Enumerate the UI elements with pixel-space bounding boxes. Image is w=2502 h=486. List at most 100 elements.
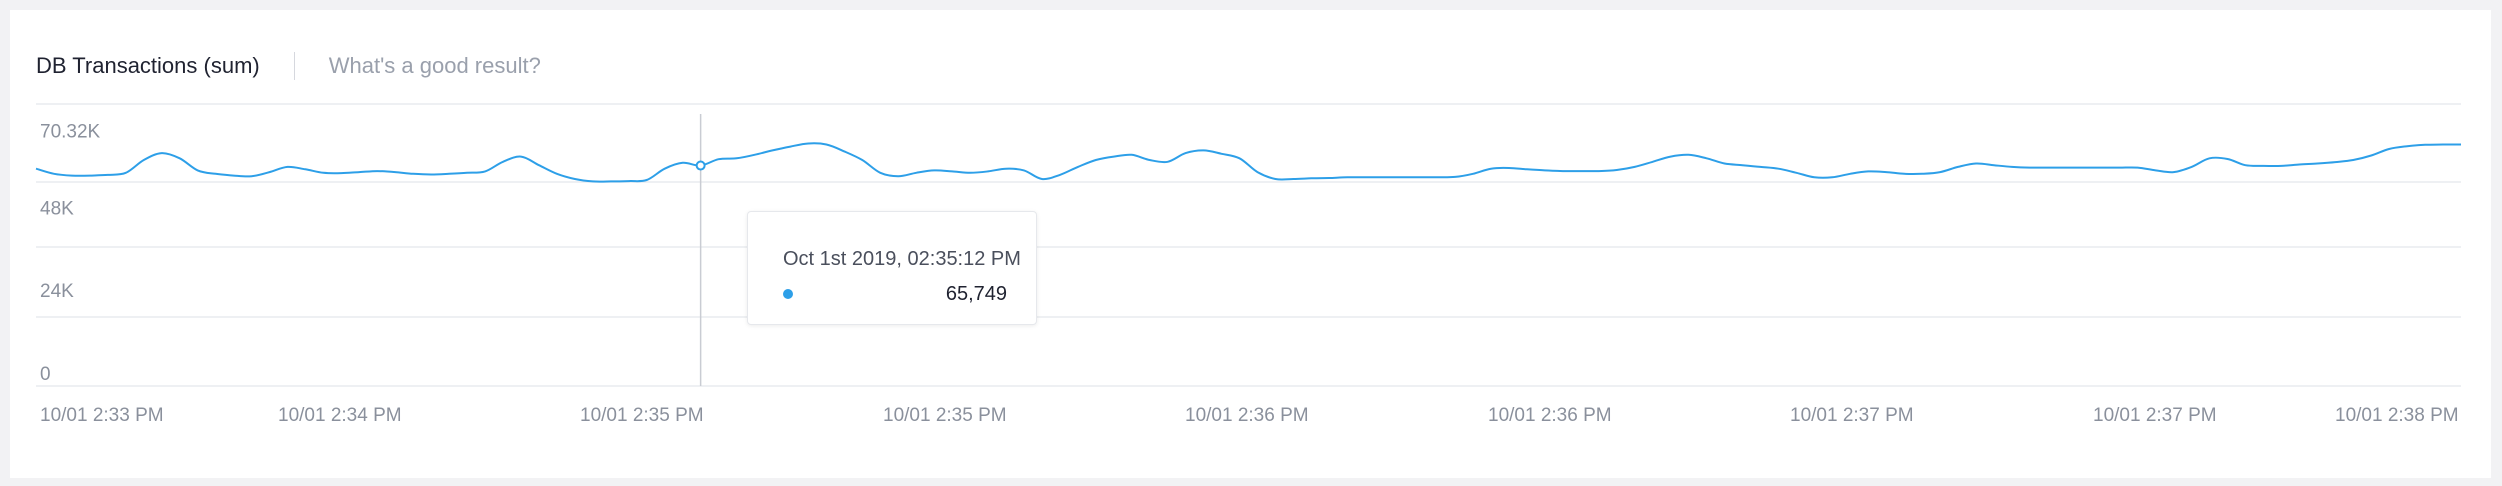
data-point[interactable] (554, 171, 560, 177)
data-point[interactable] (2171, 169, 2177, 175)
data-point[interactable] (1793, 170, 1799, 176)
data-point[interactable] (716, 156, 722, 162)
data-point[interactable] (2440, 142, 2446, 148)
data-point[interactable] (1093, 157, 1099, 163)
data-point[interactable] (1524, 166, 1530, 172)
data-point[interactable] (1596, 168, 1602, 174)
data-point[interactable] (680, 160, 686, 166)
data-point[interactable] (1021, 167, 1027, 173)
data-point[interactable] (428, 172, 434, 178)
data-point[interactable] (213, 171, 219, 177)
data-point[interactable] (2242, 162, 2248, 168)
data-point[interactable] (2099, 165, 2105, 171)
data-point[interactable] (320, 170, 326, 176)
data-point[interactable] (249, 173, 255, 179)
data-point[interactable] (2117, 165, 2123, 171)
data-point[interactable] (123, 170, 129, 176)
data-point[interactable] (1740, 162, 1746, 168)
data-point[interactable] (1973, 161, 1979, 167)
data-point[interactable] (105, 172, 111, 178)
data-point[interactable] (1398, 174, 1404, 180)
data-point[interactable] (302, 166, 308, 172)
data-point[interactable] (2404, 143, 2410, 149)
data-point[interactable] (1955, 164, 1961, 170)
data-point[interactable] (1362, 174, 1368, 180)
data-point[interactable] (2260, 163, 2266, 169)
data-point[interactable] (285, 164, 291, 170)
data-point[interactable] (267, 169, 273, 175)
data-point[interactable] (231, 173, 237, 179)
data-point[interactable] (141, 157, 147, 163)
data-point[interactable] (626, 178, 632, 184)
data-point[interactable] (2045, 165, 2051, 171)
data-point[interactable] (2009, 164, 2015, 170)
data-point[interactable] (2135, 165, 2141, 171)
data-point[interactable] (536, 162, 542, 168)
good-result-hint-link[interactable]: What's a good result? (328, 53, 541, 78)
data-point[interactable] (2153, 167, 2159, 173)
data-point[interactable] (859, 157, 865, 163)
data-point[interactable] (1650, 159, 1656, 165)
data-point[interactable] (2386, 146, 2392, 152)
data-point[interactable] (464, 170, 470, 176)
data-point[interactable] (1686, 152, 1692, 158)
data-point[interactable] (2350, 157, 2356, 163)
data-point[interactable] (1847, 171, 1853, 177)
data-point[interactable] (931, 167, 937, 173)
data-point[interactable] (1344, 174, 1350, 180)
data-point[interactable] (967, 170, 973, 176)
data-point[interactable] (374, 168, 380, 174)
data-point[interactable] (410, 171, 416, 177)
data-point[interactable] (1308, 175, 1314, 181)
data-point[interactable] (1578, 168, 1584, 174)
data-point[interactable] (1452, 174, 1458, 180)
data-point[interactable] (1255, 169, 1261, 175)
data-point[interactable] (500, 159, 506, 165)
data-point[interactable] (1147, 157, 1153, 163)
data-point[interactable] (787, 144, 793, 150)
data-point[interactable] (1937, 169, 1943, 175)
data-point[interactable] (1560, 168, 1566, 174)
data-point[interactable] (2225, 156, 2231, 162)
data-point[interactable] (338, 170, 344, 176)
data-point[interactable] (1488, 166, 1494, 172)
data-point[interactable] (913, 170, 919, 176)
data-point[interactable] (33, 166, 39, 172)
data-point[interactable] (482, 168, 488, 174)
data-point[interactable] (69, 173, 75, 179)
data-point[interactable] (1632, 164, 1638, 170)
data-point[interactable] (177, 155, 183, 161)
data-point[interactable] (1237, 155, 1243, 161)
data-point[interactable] (2027, 165, 2033, 171)
data-point[interactable] (2458, 142, 2464, 148)
data-point[interactable] (1111, 154, 1117, 160)
data-point[interactable] (1470, 171, 1476, 177)
data-point[interactable] (87, 173, 93, 179)
data-point[interactable] (1991, 162, 1997, 168)
data-point[interactable] (2278, 163, 2284, 169)
data-point[interactable] (2081, 165, 2087, 171)
data-point[interactable] (1668, 154, 1674, 160)
data-point[interactable] (1919, 171, 1925, 177)
data-point[interactable] (805, 141, 811, 147)
data-point[interactable] (1829, 174, 1835, 180)
data-point[interactable] (752, 152, 758, 158)
data-point[interactable] (949, 168, 955, 174)
data-point[interactable] (518, 154, 524, 160)
data-point[interactable] (1201, 147, 1207, 153)
data-point[interactable] (1811, 174, 1817, 180)
data-point[interactable] (2189, 164, 2195, 170)
data-point[interactable] (770, 147, 776, 153)
data-point[interactable] (1416, 174, 1422, 180)
data-point[interactable] (2368, 153, 2374, 159)
data-point[interactable] (1129, 152, 1135, 158)
data-point[interactable] (823, 142, 829, 148)
data-point[interactable] (841, 148, 847, 154)
data-point[interactable] (590, 178, 596, 184)
data-point[interactable] (1003, 166, 1009, 172)
data-point[interactable] (2422, 142, 2428, 148)
data-point[interactable] (392, 169, 398, 175)
data-point[interactable] (2063, 165, 2069, 171)
data-point[interactable] (1542, 167, 1548, 173)
data-point[interactable] (1704, 155, 1710, 161)
